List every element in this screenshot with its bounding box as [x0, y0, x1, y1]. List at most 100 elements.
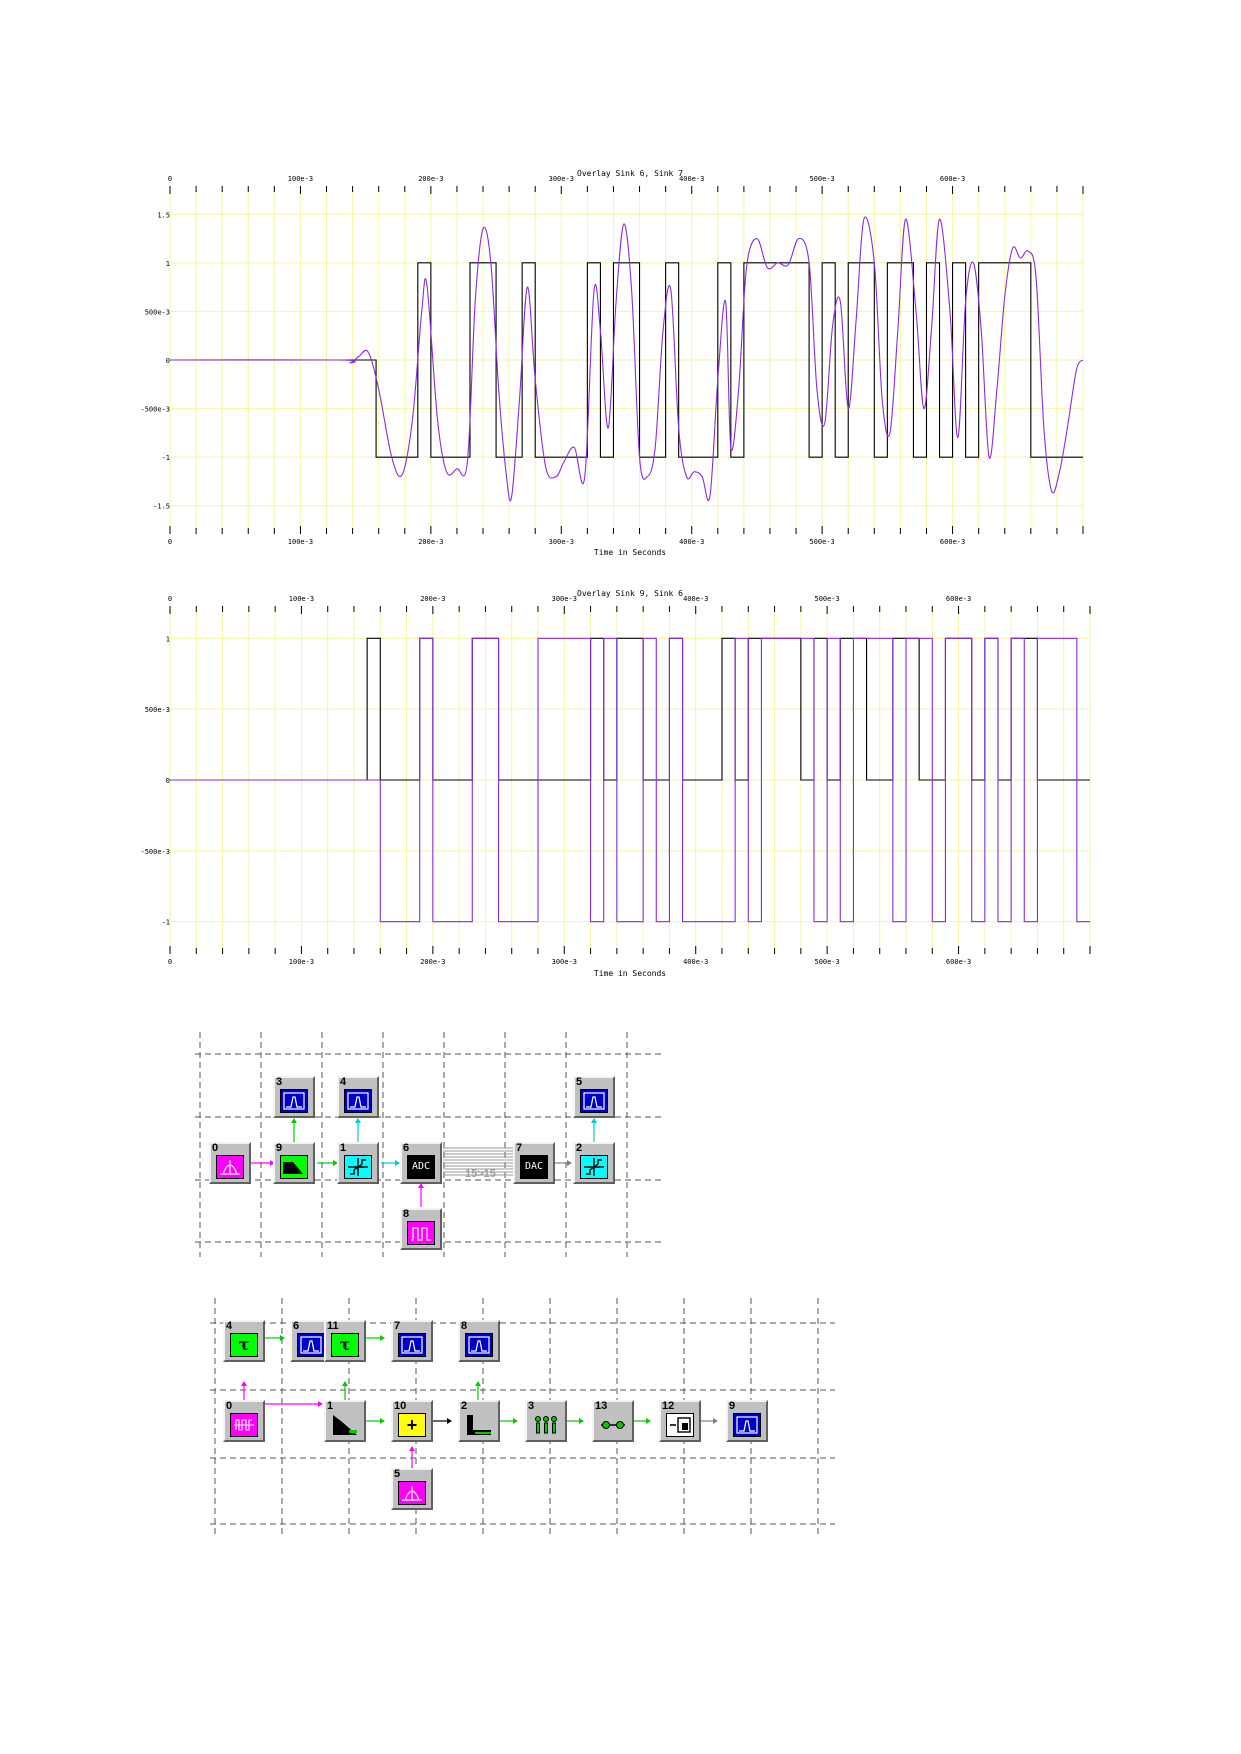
- x-tick-label-top: 100e-3: [288, 175, 313, 183]
- x-tick-label-bottom: 0: [168, 538, 172, 546]
- delay-block-11[interactable]: 11 τ: [324, 1320, 366, 1362]
- y-tick-label: -1: [162, 919, 170, 927]
- chart-overlay-sink9-sink6: Overlay Sink 9, Sink 6 Time in Seconds 0…: [0, 580, 1241, 1000]
- x-tick-label-top: 300e-3: [549, 175, 574, 183]
- x-tick-label-bottom: 100e-3: [289, 958, 314, 966]
- y-tick-label: -1.5: [153, 503, 170, 511]
- y-tick-label: -1: [162, 454, 170, 462]
- quantizer-icon: [344, 1155, 372, 1179]
- lowpass-filter-icon: [465, 1413, 493, 1437]
- chart2-svg: Overlay Sink 9, Sink 6 Time in Seconds 0…: [140, 589, 1091, 978]
- spectrum-icon: [398, 1333, 426, 1357]
- y-tick-label: 1: [166, 260, 170, 268]
- x-tick-label-top: 500e-3: [814, 595, 839, 603]
- adder-block-10[interactable]: 10 +: [391, 1400, 433, 1442]
- sink-block-8[interactable]: 8: [458, 1320, 500, 1362]
- x-tick-label-top: 600e-3: [940, 175, 965, 183]
- lowpass-filter-icon: [331, 1413, 359, 1437]
- x-tick-label-top: 500e-3: [809, 175, 834, 183]
- x-tick-label-bottom: 100e-3: [288, 538, 313, 546]
- sample-hold-icon: [599, 1413, 627, 1437]
- quantizer-block-2[interactable]: 2: [573, 1142, 615, 1184]
- filter-block-1[interactable]: 1: [324, 1400, 366, 1442]
- dac-block-7[interactable]: 7 DAC: [513, 1142, 555, 1184]
- sink-block-7[interactable]: 7: [391, 1320, 433, 1362]
- y-tick-label: 500e-3: [145, 706, 170, 714]
- x-tick-label-bottom: 200e-3: [418, 538, 443, 546]
- x-tick-label-top: 0: [168, 595, 172, 603]
- sampler-block-3[interactable]: 3: [525, 1400, 567, 1442]
- plus-icon: +: [398, 1413, 426, 1437]
- tau-delay-icon: τ: [331, 1333, 359, 1357]
- filter-block-9[interactable]: 9: [273, 1142, 315, 1184]
- x-tick-label-top: 600e-3: [946, 595, 971, 603]
- spectrum-icon: [465, 1333, 493, 1357]
- tau-delay-icon: τ: [230, 1333, 258, 1357]
- random-data-icon: [230, 1413, 258, 1437]
- dac-label: DAC: [520, 1155, 548, 1179]
- chart2-title: Overlay Sink 9, Sink 6: [577, 589, 683, 598]
- quantizer-block-1[interactable]: 1: [337, 1142, 379, 1184]
- chart1-svg: Overlay Sink 6, Sink 7 Time in Seconds 0…: [140, 169, 1084, 557]
- sink-block-4[interactable]: 4: [337, 1076, 379, 1118]
- y-tick-label: 1.5: [157, 211, 170, 219]
- quantizer-icon: [580, 1155, 608, 1179]
- x-tick-label-bottom: 400e-3: [679, 538, 704, 546]
- x-tick-label-bottom: 200e-3: [420, 958, 445, 966]
- spectrum-icon: [297, 1333, 325, 1357]
- x-tick-label-top: 0: [168, 175, 172, 183]
- y-tick-label: 0: [166, 357, 170, 365]
- x-tick-label-top: 200e-3: [418, 175, 443, 183]
- system-diagram-adc-dac: 15>15 3 4 5 0 9 1 6: [195, 1032, 675, 1257]
- decision-block-12[interactable]: 12: [659, 1400, 701, 1442]
- chart1-series-2-line: [169, 216, 1084, 502]
- y-tick-label: 1: [166, 635, 170, 643]
- x-tick-label-top: 400e-3: [679, 175, 704, 183]
- spectrum-icon: [344, 1089, 372, 1113]
- x-tick-label-bottom: 0: [168, 958, 172, 966]
- x-tick-label-bottom: 300e-3: [549, 538, 574, 546]
- spectrum-icon: [580, 1089, 608, 1113]
- gaussian-source-block-0[interactable]: 0: [209, 1142, 251, 1184]
- adc-block-6[interactable]: 6 ADC: [400, 1142, 442, 1184]
- x-tick-label-bottom: 300e-3: [552, 958, 577, 966]
- bus-label: 15>15: [465, 1168, 496, 1180]
- x-tick-label-top: 100e-3: [289, 595, 314, 603]
- filter-block-2[interactable]: 2: [458, 1400, 500, 1442]
- x-tick-label-top: 300e-3: [552, 595, 577, 603]
- x-tick-label-bottom: 500e-3: [814, 958, 839, 966]
- y-tick-label: 500e-3: [145, 308, 170, 316]
- x-tick-label-top: 400e-3: [683, 595, 708, 603]
- pulse-train-icon: [407, 1221, 435, 1245]
- spectrum-icon: [280, 1089, 308, 1113]
- chart1-series-1-line: [170, 262, 1083, 458]
- hold-block-13[interactable]: 13: [592, 1400, 634, 1442]
- adc-label: ADC: [407, 1155, 435, 1179]
- pulse-source-block-8[interactable]: 8: [400, 1208, 442, 1250]
- chart2-xlabel: Time in Seconds: [594, 969, 666, 978]
- system-diagram-channel: 4 τ 6 11 τ 7 8 0 1 10 +: [210, 1278, 840, 1536]
- y-tick-label: -500e-3: [140, 848, 170, 856]
- decision-icon: [666, 1413, 694, 1437]
- spectrum-icon: [733, 1413, 761, 1437]
- sampler-icon: [532, 1413, 560, 1437]
- gaussian-source-block-5[interactable]: 5: [391, 1468, 433, 1510]
- gaussian-icon: [398, 1481, 426, 1505]
- lowpass-filter-icon: [280, 1155, 308, 1179]
- gaussian-icon: [216, 1155, 244, 1179]
- x-tick-label-bottom: 500e-3: [809, 538, 834, 546]
- sink-block-5[interactable]: 5: [573, 1076, 615, 1118]
- sink-block-3[interactable]: 3: [273, 1076, 315, 1118]
- sink-block-9[interactable]: 9: [726, 1400, 768, 1442]
- chart1-xlabel: Time in Seconds: [594, 548, 666, 557]
- x-tick-label-bottom: 600e-3: [946, 958, 971, 966]
- y-tick-label: 0: [166, 777, 170, 785]
- chart-overlay-sink6-sink7: Overlay Sink 6, Sink 7 Time in Seconds 0…: [0, 160, 1241, 580]
- x-tick-label-bottom: 600e-3: [940, 538, 965, 546]
- x-tick-label-top: 200e-3: [420, 595, 445, 603]
- y-tick-label: -500e-3: [140, 406, 170, 414]
- prbs-source-block-0[interactable]: 0: [223, 1400, 265, 1442]
- delay-block-4[interactable]: 4 τ: [223, 1320, 265, 1362]
- chart1-title: Overlay Sink 6, Sink 7: [577, 169, 683, 178]
- x-tick-label-bottom: 400e-3: [683, 958, 708, 966]
